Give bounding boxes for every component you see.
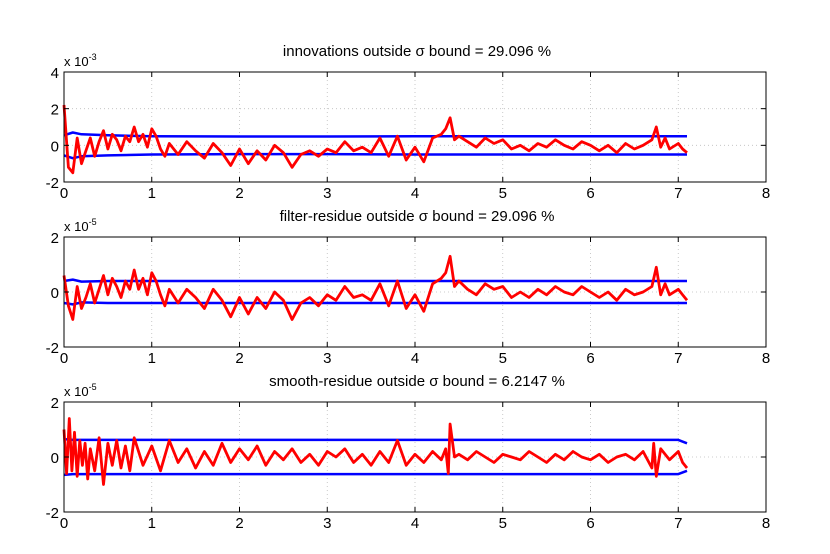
x-tick-label: 5: [499, 350, 507, 367]
x-tick-label: 4: [411, 350, 419, 367]
x-tick-label: 3: [323, 185, 331, 202]
x-tick-label: 3: [323, 350, 331, 367]
x-tick-label: 2: [235, 350, 243, 367]
x-tick-label: 6: [586, 515, 594, 532]
y-tick-label: 2: [51, 102, 59, 119]
x-tick-label: 6: [586, 185, 594, 202]
residual-line: [62, 104, 688, 175]
x-tick-label: 4: [411, 515, 419, 532]
x-tick-label: 5: [499, 185, 507, 202]
y-multiplier-label: x 10-3: [64, 52, 97, 69]
residual-line: [62, 254, 689, 321]
y-tick-label: 0: [51, 450, 59, 467]
residual-line: [62, 417, 689, 486]
y-multiplier-exponent: -5: [89, 217, 97, 227]
x-tick-label: 8: [762, 185, 770, 202]
y-multiplier-base: x 10: [64, 384, 89, 399]
y-tick-label: 0: [51, 138, 59, 155]
y-tick-label: 2: [51, 395, 59, 412]
x-tick-label: 7: [674, 515, 682, 532]
y-multiplier-label: x 10-5: [64, 382, 97, 399]
plot-area: [64, 72, 766, 182]
x-tick-label: 3: [323, 515, 331, 532]
y-tick-label: 2: [51, 230, 59, 247]
x-tick-label: 7: [674, 350, 682, 367]
x-tick-label: 8: [762, 350, 770, 367]
y-tick-label: -2: [46, 505, 59, 522]
x-tick-label: 1: [148, 350, 156, 367]
chart-title: innovations outside σ bound = 29.096 %: [283, 43, 551, 60]
y-tick-label: 4: [51, 65, 59, 82]
x-tick-label: 4: [411, 185, 419, 202]
x-tick-label: 2: [235, 185, 243, 202]
x-tick-label: 0: [60, 515, 68, 532]
x-tick-label: 1: [148, 185, 156, 202]
x-tick-label: 0: [60, 350, 68, 367]
chart-title: filter-residue outside σ bound = 29.096 …: [280, 208, 555, 225]
lower-sigma-bound-line: [63, 469, 688, 477]
upper-sigma-bound-line: [63, 437, 688, 445]
upper-sigma-bound-line: [63, 278, 687, 283]
lower-sigma-bound-line: [63, 301, 687, 306]
x-tick-label: 6: [586, 350, 594, 367]
y-tick-label: -2: [46, 175, 59, 192]
y-multiplier-exponent: -3: [89, 52, 97, 62]
x-tick-label: 1: [148, 515, 156, 532]
y-tick-label: 0: [51, 285, 59, 302]
x-tick-label: 0: [60, 185, 68, 202]
y-multiplier-exponent: -5: [89, 382, 97, 392]
chart-title: smooth-residue outside σ bound = 6.2147 …: [269, 373, 565, 390]
y-multiplier-base: x 10: [64, 219, 89, 234]
y-multiplier-label: x 10-5: [64, 217, 97, 234]
x-tick-label: 8: [762, 515, 770, 532]
y-multiplier-base: x 10: [64, 54, 89, 69]
x-tick-label: 5: [499, 515, 507, 532]
upper-sigma-bound-line: [63, 131, 687, 138]
y-tick-label: -2: [46, 340, 59, 357]
x-tick-label: 7: [674, 185, 682, 202]
x-tick-label: 2: [235, 515, 243, 532]
